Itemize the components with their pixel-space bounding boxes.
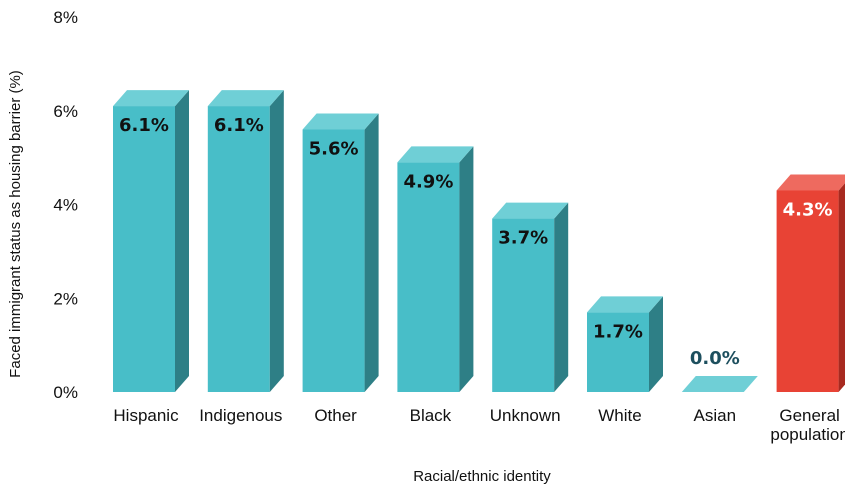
bar-front [587,312,649,392]
y-tick-label: 8% [53,8,78,27]
x-category-label: General [779,406,839,425]
bar-value-label: 4.9% [403,171,453,192]
x-category-label: White [598,406,641,425]
y-tick-label: 2% [53,289,78,308]
y-tick-label: 4% [53,196,78,215]
bar-value-label: 4.3% [783,199,833,220]
x-axis-title: Racial/ethnic identity [413,468,551,485]
bar-value-label: 5.6% [309,139,359,160]
bar-value-label: 0.0% [690,348,740,369]
bar: 4.3% [776,174,845,392]
bar-front [776,190,839,392]
x-axis-category-labels: Hispanic Indigenous Other Black Unknown White… [113,406,845,444]
y-axis-ticks: 0% 2% 4% 6% 8% [53,8,78,402]
x-category-label: Asian [694,406,737,425]
bar-front [302,129,365,392]
bar: 0.0% [681,348,758,392]
bar-top [397,146,474,163]
bar-front [397,162,460,392]
bars: 6.1% 6.1% 5.6% 4.9% 3.7% 1.7% 0.0% 4.3% [113,90,845,392]
x-category-label: Black [410,406,452,425]
bar: 6.1% [113,90,189,392]
x-category-label: Unknown [490,406,561,425]
bar-value-label: 6.1% [214,115,264,136]
bar-front [492,218,555,392]
bar-value-label: 6.1% [119,115,169,136]
bar: 4.9% [397,146,474,392]
bar-side [459,146,474,392]
bar-top [587,296,663,313]
x-category-label: Indigenous [199,406,282,425]
y-tick-label: 6% [53,102,78,121]
bar-side [364,113,379,392]
y-axis-title: Faced immigrant status as housing barrie… [7,70,24,378]
bar-top [776,174,845,191]
x-category-label: Hispanic [113,406,179,425]
bar: 3.7% [492,202,569,392]
bar-side [649,296,663,392]
bar-side [838,183,845,392]
bar-value-label: 3.7% [498,228,548,249]
bar-side [554,202,569,392]
bar: 6.1% [207,90,284,392]
bar-top [492,202,569,219]
bar-front [207,106,270,392]
bar-top [113,90,189,107]
bar-top [302,113,379,130]
y-tick-label: 0% [53,383,78,402]
bar-front [113,106,175,392]
x-category-label: Other [314,406,357,425]
bar: 1.7% [587,296,663,392]
bar-side [175,90,189,392]
bar-value-label: 1.7% [593,321,643,342]
bar-side [269,90,284,392]
x-category-label: population [770,425,845,444]
bar-top [681,376,758,392]
bar: 5.6% [302,113,379,392]
bar-top [207,90,284,107]
